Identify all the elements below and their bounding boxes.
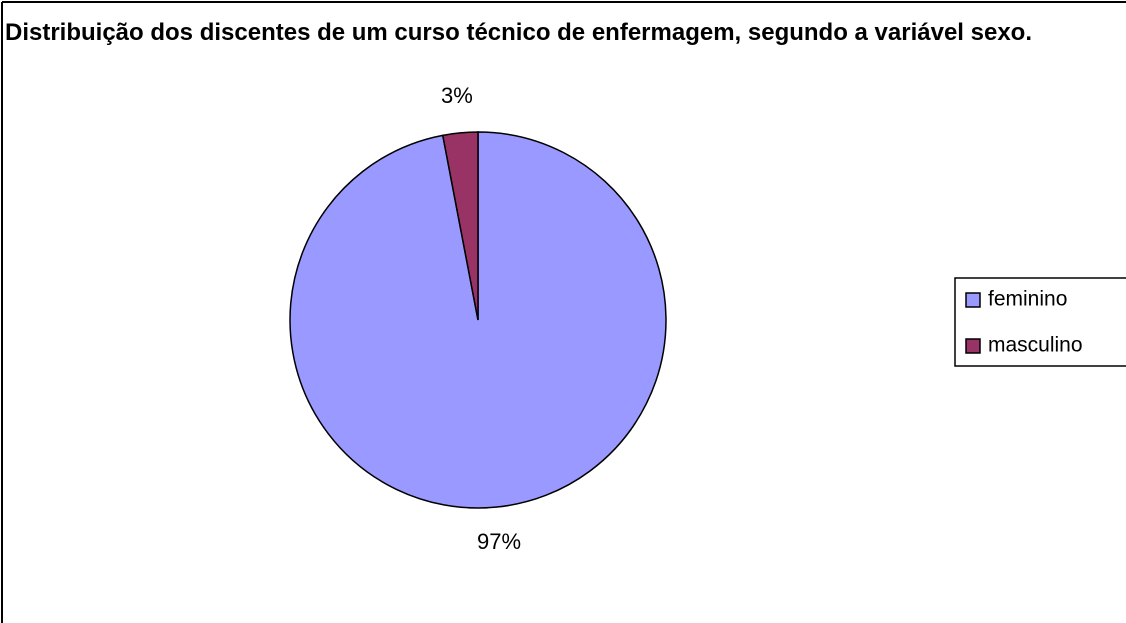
legend-label: feminino <box>988 288 1067 311</box>
pie-slice <box>441 131 479 321</box>
data-label: 97% <box>477 529 521 554</box>
data-label: 3% <box>441 83 473 108</box>
chart-title: Distribuição dos discentes de um curso t… <box>5 19 1033 46</box>
legend-swatch <box>965 292 981 308</box>
legend-swatch <box>965 338 981 354</box>
legend-label: masculino <box>988 334 1083 357</box>
legend-box <box>954 277 1126 367</box>
